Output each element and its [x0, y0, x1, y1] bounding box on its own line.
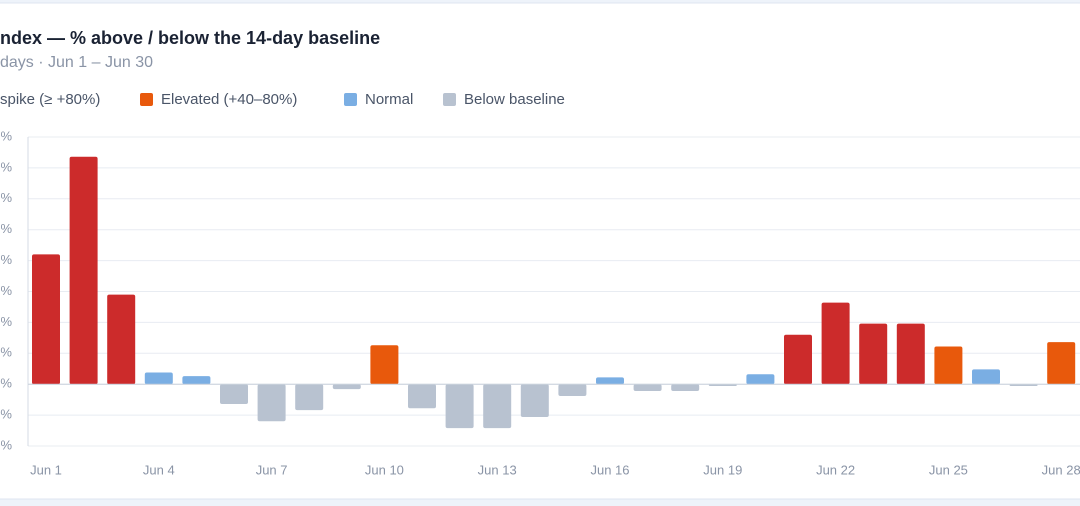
bar	[107, 294, 136, 385]
bar	[332, 384, 361, 390]
y-tick-label: 300%	[0, 190, 12, 205]
bar	[896, 323, 925, 385]
legend-label: Normal	[365, 91, 413, 108]
bar	[144, 372, 173, 385]
bar	[370, 345, 399, 385]
legend-swatch	[140, 93, 153, 106]
y-tick-label: 150%	[0, 283, 12, 298]
y-tick-label: -50%	[0, 407, 12, 422]
legend-swatch	[344, 93, 357, 106]
y-tick-label: 100%	[0, 314, 12, 329]
bar	[520, 384, 549, 417]
y-tick-label: -100%	[0, 437, 12, 452]
chart-subtitle: days · Jun 1 – Jun 30	[0, 54, 153, 71]
bar	[220, 384, 248, 404]
x-tick-label: Jun 13	[478, 462, 517, 477]
bar	[483, 384, 512, 429]
bar	[934, 346, 963, 385]
x-tick-label: Jun 1	[30, 462, 62, 477]
bar	[295, 384, 324, 411]
y-tick-label: 0%	[0, 376, 12, 391]
bar	[558, 384, 587, 396]
x-tick-label: Jun 19	[703, 462, 742, 477]
x-tick-label: Jun 4	[143, 462, 175, 477]
legend-swatch	[443, 93, 456, 106]
bar	[408, 384, 436, 409]
bar	[671, 384, 700, 391]
x-tick-label: Jun 28	[1042, 462, 1080, 477]
bar	[784, 334, 812, 385]
y-tick-label: 350%	[0, 159, 12, 174]
bar	[1047, 342, 1076, 385]
legend-label: Elevated (+40–80%)	[161, 91, 297, 108]
bar	[859, 323, 888, 385]
bar	[257, 384, 286, 422]
legend-label: Below baseline	[464, 91, 565, 108]
x-tick-label: Jun 7	[256, 462, 288, 477]
bar	[32, 254, 60, 385]
bar	[69, 156, 98, 385]
bar	[972, 369, 1000, 385]
y-tick-label: 50%	[0, 345, 12, 360]
bar	[821, 302, 850, 385]
bar	[182, 376, 211, 385]
bar	[746, 374, 775, 385]
bar	[633, 384, 662, 391]
y-tick-label: 400%	[0, 128, 12, 143]
x-tick-label: Jun 16	[590, 462, 629, 477]
bar	[596, 377, 624, 385]
bar	[445, 384, 474, 429]
chart-title: ndex — % above / below the 14-day baseli…	[0, 28, 380, 48]
x-tick-label: Jun 10	[365, 462, 404, 477]
y-tick-label: 250%	[0, 221, 12, 236]
x-tick-label: Jun 22	[816, 462, 855, 477]
y-tick-label: 200%	[0, 252, 12, 267]
legend-label: spike (≥ +80%)	[0, 91, 100, 108]
x-tick-label: Jun 25	[929, 462, 968, 477]
